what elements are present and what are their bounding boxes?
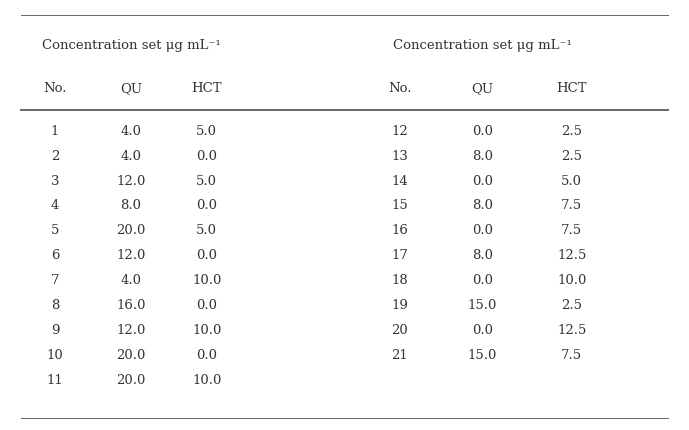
Text: No.: No.: [43, 82, 67, 95]
Text: 9: 9: [51, 324, 59, 337]
Text: 18: 18: [391, 274, 408, 287]
Text: 20.0: 20.0: [116, 374, 145, 387]
Text: 7: 7: [51, 274, 59, 287]
Text: 0.0: 0.0: [472, 224, 493, 237]
Text: 12.0: 12.0: [116, 324, 145, 337]
Text: 5: 5: [51, 224, 59, 237]
Text: 2.5: 2.5: [562, 299, 582, 312]
Text: 0.0: 0.0: [196, 249, 217, 262]
Text: 10.0: 10.0: [192, 374, 221, 387]
Text: 20: 20: [391, 324, 408, 337]
Text: 0.0: 0.0: [196, 150, 217, 163]
Text: 2: 2: [51, 150, 59, 163]
Text: 19: 19: [391, 299, 408, 312]
Text: 4.0: 4.0: [121, 125, 141, 138]
Text: 7.5: 7.5: [562, 224, 582, 237]
Text: 4.0: 4.0: [121, 150, 141, 163]
Text: 12.5: 12.5: [557, 324, 586, 337]
Text: 15.0: 15.0: [468, 349, 497, 362]
Text: 10.0: 10.0: [557, 274, 586, 287]
Text: 2.5: 2.5: [562, 125, 582, 138]
Text: 15: 15: [391, 200, 408, 212]
Text: 5.0: 5.0: [562, 175, 582, 187]
Text: 3: 3: [51, 175, 59, 187]
Text: 12.0: 12.0: [116, 249, 145, 262]
Text: 0.0: 0.0: [196, 200, 217, 212]
Text: 16: 16: [391, 224, 408, 237]
Text: 2.5: 2.5: [562, 150, 582, 163]
Text: 10.0: 10.0: [192, 324, 221, 337]
Text: 12.0: 12.0: [116, 175, 145, 187]
Text: 5.0: 5.0: [196, 125, 217, 138]
Text: 0.0: 0.0: [472, 175, 493, 187]
Text: 11: 11: [47, 374, 63, 387]
Text: 20.0: 20.0: [116, 349, 145, 362]
Text: 21: 21: [391, 349, 408, 362]
Text: 20.0: 20.0: [116, 224, 145, 237]
Text: 7.5: 7.5: [562, 349, 582, 362]
Text: 13: 13: [391, 150, 408, 163]
Text: 8.0: 8.0: [472, 200, 493, 212]
Text: 10.0: 10.0: [192, 274, 221, 287]
Text: 5.0: 5.0: [196, 224, 217, 237]
Text: 4.0: 4.0: [121, 274, 141, 287]
Text: Concentration set μg mL⁻¹: Concentration set μg mL⁻¹: [393, 39, 572, 52]
Text: 4: 4: [51, 200, 59, 212]
Text: No.: No.: [388, 82, 411, 95]
Text: Concentration set μg mL⁻¹: Concentration set μg mL⁻¹: [41, 39, 220, 52]
Text: 5.0: 5.0: [196, 175, 217, 187]
Text: 16.0: 16.0: [116, 299, 145, 312]
Text: 12.5: 12.5: [557, 249, 586, 262]
Text: 0.0: 0.0: [196, 299, 217, 312]
Text: 14: 14: [391, 175, 408, 187]
Text: 0.0: 0.0: [196, 349, 217, 362]
Text: QU: QU: [471, 82, 493, 95]
Text: 8.0: 8.0: [121, 200, 141, 212]
Text: 12: 12: [391, 125, 408, 138]
Text: 0.0: 0.0: [472, 274, 493, 287]
Text: 10: 10: [47, 349, 63, 362]
Text: 0.0: 0.0: [472, 125, 493, 138]
Text: 7.5: 7.5: [562, 200, 582, 212]
Text: 6: 6: [51, 249, 59, 262]
Text: 15.0: 15.0: [468, 299, 497, 312]
Text: 0.0: 0.0: [472, 324, 493, 337]
Text: 17: 17: [391, 249, 408, 262]
Text: 8.0: 8.0: [472, 249, 493, 262]
Text: QU: QU: [120, 82, 142, 95]
Text: 8.0: 8.0: [472, 150, 493, 163]
Text: HCT: HCT: [557, 82, 587, 95]
Text: HCT: HCT: [192, 82, 222, 95]
Text: 1: 1: [51, 125, 59, 138]
Text: 8: 8: [51, 299, 59, 312]
